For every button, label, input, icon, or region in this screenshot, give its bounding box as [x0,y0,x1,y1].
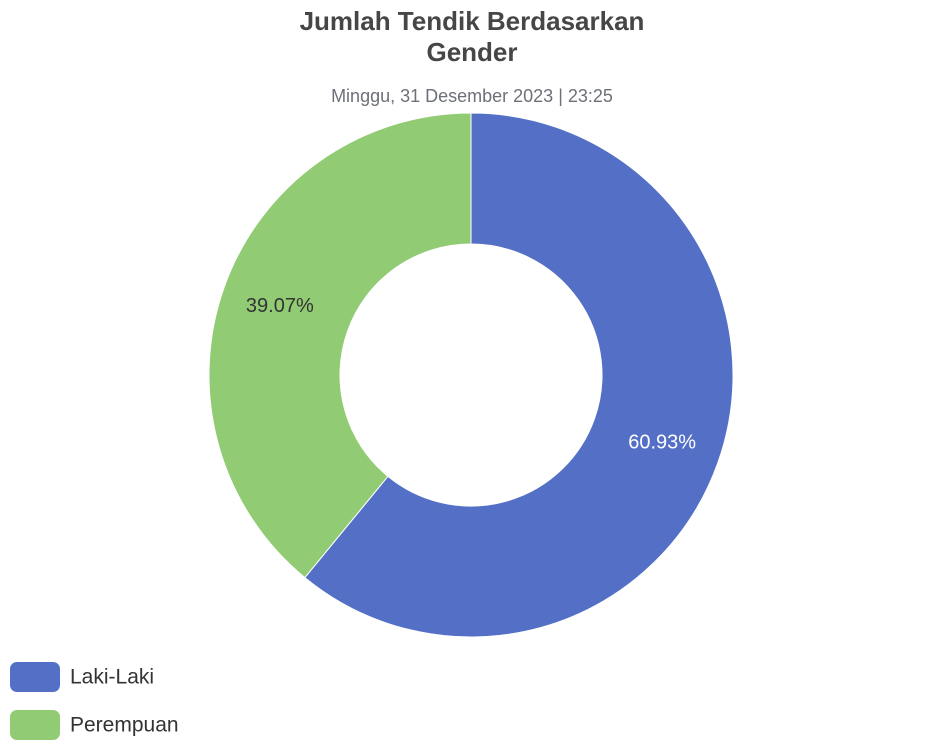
legend-label: Laki-Laki [70,666,154,689]
legend-label: Perempuan [70,714,179,737]
slice [304,112,734,638]
value-label: 39.07% [246,295,314,317]
chart-subtitle: Minggu, 31 Desember 2023 | 23:25 [331,86,613,106]
chart-title: Jumlah Tendik Berdasarkan Gender [299,6,645,67]
legend-swatch [10,662,60,692]
slice [208,112,472,579]
value-label: 60.93% [628,432,696,454]
legend-swatch [10,710,60,740]
